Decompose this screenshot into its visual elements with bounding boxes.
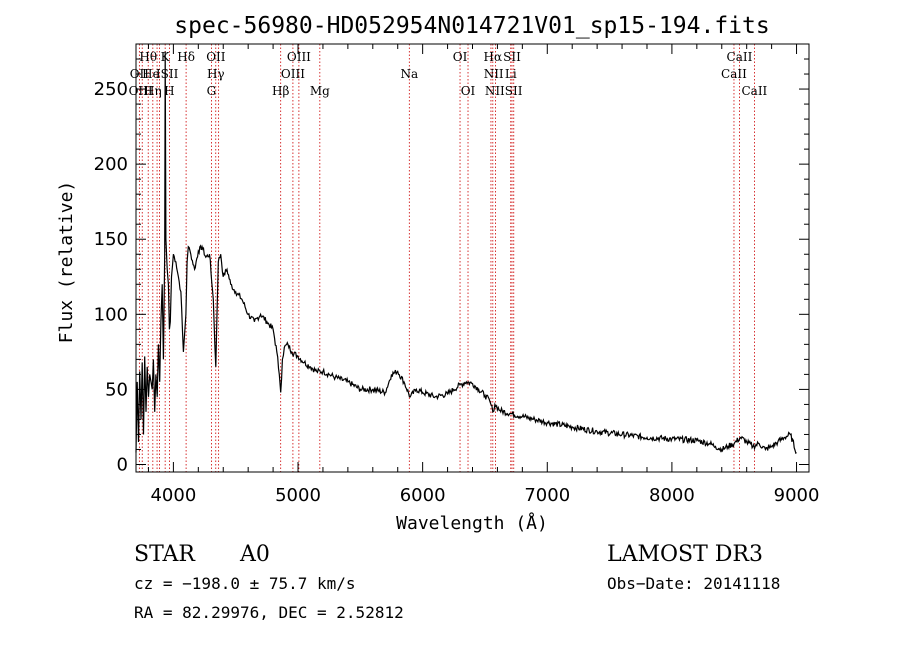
line-label: OII — [206, 50, 226, 64]
coordinates: RA = 82.29976, DEC = 2.52812 — [134, 603, 404, 622]
y-tick-label: 250 — [94, 79, 128, 100]
line-label: Li — [505, 67, 517, 81]
line-label: H — [164, 84, 174, 98]
line-label: Hγ — [207, 67, 225, 81]
x-tick-label: 6000 — [400, 485, 446, 506]
object-class: STAR — [134, 542, 196, 567]
chart-title: spec-56980-HD052954N014721V01_sp15-194.f… — [174, 13, 769, 39]
line-label: Hδ — [177, 50, 195, 64]
x-tick-label: 8000 — [649, 485, 695, 506]
x-tick-label: 4000 — [150, 485, 196, 506]
line-label: OI — [461, 84, 476, 98]
line-label: CaII — [741, 84, 767, 98]
line-label: G — [207, 84, 217, 98]
line-label: OIII — [287, 50, 311, 64]
line-label: ISII — [156, 67, 179, 81]
x-tick-label: 7000 — [524, 485, 570, 506]
line-label: NIISII — [485, 84, 523, 98]
y-axis-ticks: 0 50 100 150 200 250 — [94, 58, 809, 475]
x-axis-ticks: 4000 5000 6000 7000 8000 9000 — [147, 44, 820, 506]
line-label: OIII — [281, 67, 305, 81]
line-label: Hη — [144, 84, 162, 98]
plot-frame — [135, 43, 810, 473]
y-axis-label: Flux (relative) — [56, 181, 77, 344]
x-tick-label: 9000 — [774, 485, 820, 506]
redshift-text: cz = −198.0 ± 75.7 km/s — [134, 574, 356, 593]
object-subclass: A0 — [239, 542, 270, 567]
x-tick-label: 5000 — [275, 485, 321, 506]
line-label: OIII — [129, 84, 153, 98]
line-label: Mg — [310, 84, 330, 98]
line-label: Na — [400, 67, 418, 81]
line-label: SII — [503, 50, 521, 64]
line-label: NII — [484, 67, 504, 81]
survey-name: LAMOST DR3 — [607, 542, 763, 567]
obs-date: Obs−Date: 20141118 — [607, 574, 780, 593]
line-label: OI — [453, 50, 468, 64]
line-label: CaII — [721, 67, 747, 81]
x-axis-label: Wavelength (Å) — [396, 512, 548, 534]
line-label: He — [142, 67, 160, 81]
y-tick-label: 100 — [94, 304, 128, 325]
line-label: Hθ — [139, 50, 157, 64]
y-tick-label: 200 — [94, 154, 128, 175]
line-label: CaII — [727, 50, 753, 64]
y-tick-label: 0 — [117, 454, 128, 475]
line-label: Hβ — [272, 84, 289, 98]
y-tick-label: 50 — [105, 379, 128, 400]
line-label: Hα — [484, 50, 503, 64]
line-markers — [138, 44, 755, 472]
spectrum-line — [135, 51, 797, 455]
y-tick-label: 150 — [94, 229, 128, 250]
